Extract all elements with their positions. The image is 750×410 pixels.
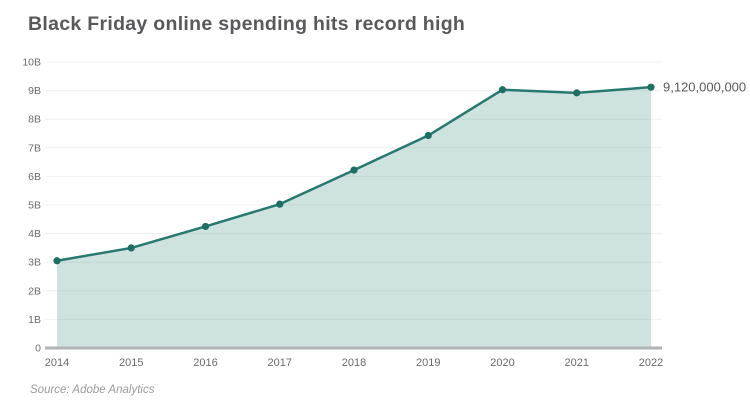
y-axis-label: 5B [28, 200, 41, 212]
data-point-2021 [573, 89, 581, 97]
data-point-2018 [350, 166, 358, 174]
data-point-2022 [647, 83, 655, 91]
data-point-2015 [127, 244, 135, 252]
y-axis-label: 9B [28, 85, 41, 97]
x-axis-label: 2018 [342, 357, 366, 369]
value-annotation: 9,120,000,000 [663, 80, 746, 95]
y-axis-label: 7B [28, 142, 41, 154]
source-note: Source: Adobe Analytics [30, 384, 155, 396]
x-axis-label: 2021 [565, 357, 589, 369]
y-axis-label: 6B [28, 171, 41, 183]
data-point-2017 [276, 200, 284, 208]
y-axis-label: 3B [28, 257, 41, 269]
y-axis-label: 8B [28, 114, 41, 126]
data-point-2020 [498, 86, 507, 94]
y-axis-label: 2B [28, 285, 41, 297]
y-axis-label: 0 [35, 343, 41, 355]
data-point-2014 [53, 257, 61, 265]
x-axis-label: 2019 [416, 357, 440, 369]
y-axis-label: 1B [28, 314, 41, 326]
chart-title: Black Friday online spending hits record… [28, 13, 466, 35]
area-fill [57, 87, 651, 348]
y-axis-label: 4B [28, 228, 41, 240]
x-axis-label: 2015 [119, 357, 143, 369]
data-point-2019 [424, 131, 432, 140]
x-axis-label: 2020 [490, 357, 514, 369]
x-axis-label: 2022 [639, 357, 663, 369]
x-axis-label: 2017 [268, 357, 292, 369]
x-axis-label: 2014 [45, 357, 69, 369]
y-axis-label: 10B [22, 57, 41, 69]
x-axis-label: 2016 [193, 357, 217, 369]
data-point-2016 [201, 222, 210, 231]
